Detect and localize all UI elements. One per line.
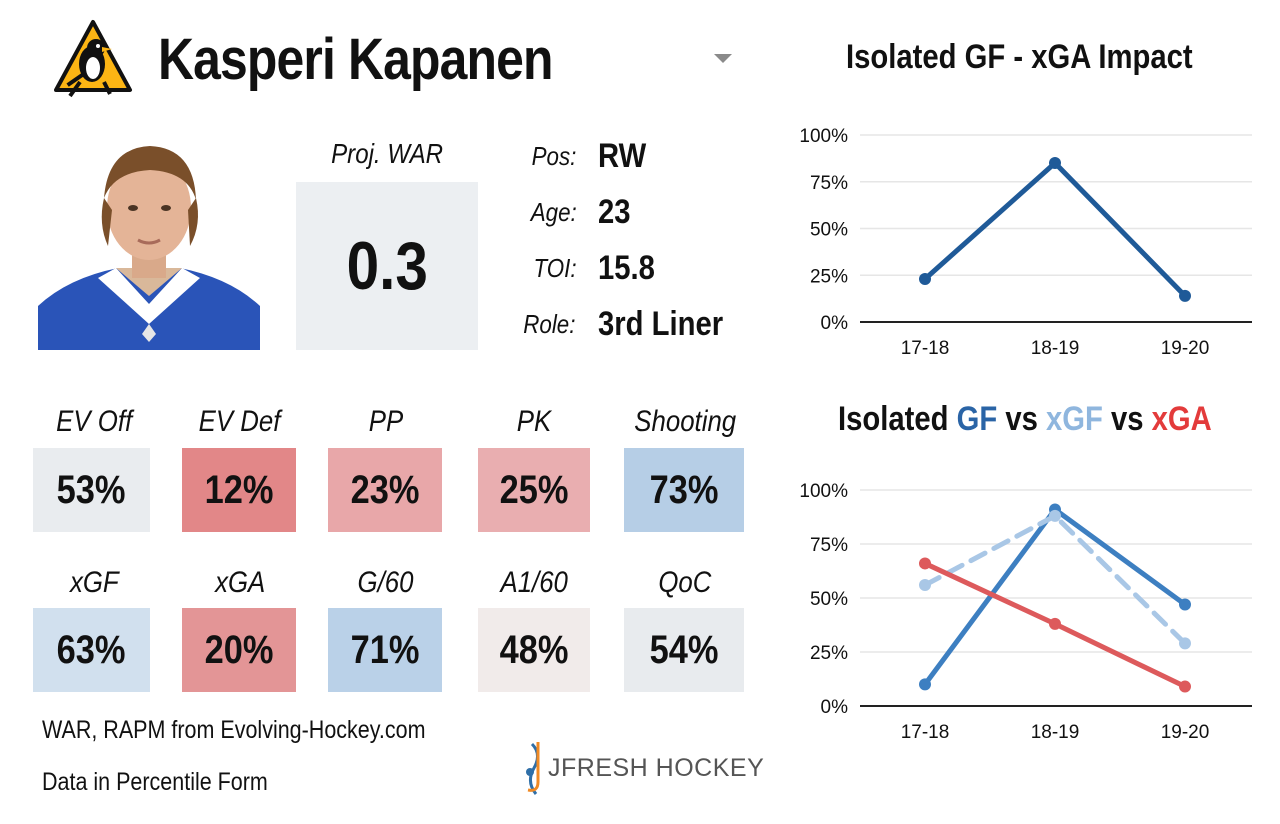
info-row-toi: TOI: 15.8 [500,248,760,288]
title-part: Isolated [838,400,957,438]
data-point [1179,637,1191,650]
x-tick-label: 19-20 [1161,722,1210,743]
metric-box-ev-def: 12% [182,448,296,532]
series-line-gf [922,506,1188,687]
metric-label-xgf: xGF [69,566,119,599]
info-row-position: Pos: RW [500,136,760,176]
jfresh-hockey-logo: JFRESH HOCKEY [518,738,764,798]
chart-title: Isolated GF vs xGF vs xGA [838,400,1273,439]
player-headshot [38,128,260,350]
metric-label-g60: G/60 [358,566,414,599]
metric-box-a160: 48% [478,608,590,692]
metric-value: 12% [204,467,274,512]
data-point [1049,157,1061,170]
metric-box-xgf: 63% [33,608,150,692]
percentile-note: Data in Percentile Form [42,768,268,796]
title-part: vs [1102,400,1152,438]
data-point [1049,509,1061,522]
metric-value: 53% [57,467,126,512]
y-tick-label: 100% [799,126,848,147]
metric-box-pp: 23% [328,448,442,532]
metric-label-ev-off: EV Off [55,405,132,438]
metric-label-a160: A1/60 [500,566,568,599]
data-point [1179,598,1191,611]
y-tick-label: 75% [810,535,848,556]
metric-value: 25% [499,467,569,512]
x-tick-label: 18-19 [1031,338,1080,359]
metric-box-ev-off: 53% [33,448,150,532]
info-row-age: Age: 23 [500,192,760,232]
data-point [919,272,931,285]
info-value: 15.8 [598,248,655,287]
metric-label-shooting: Shooting [634,405,736,438]
proj-war-label: Proj. WAR [331,138,443,169]
metric-value: 73% [649,467,719,512]
brand-name: JFRESH HOCKEY [548,754,764,782]
proj-war-box: 0.3 [296,182,478,350]
data-point [919,678,931,691]
metric-value: 63% [57,627,126,672]
y-tick-label: 100% [799,481,848,502]
info-row-role: Role: 3rd Liner [500,304,760,344]
metric-box-g60: 71% [328,608,442,692]
metric-box-pk: 25% [478,448,590,532]
info-value: RW [598,136,647,175]
data-point [1179,680,1191,693]
chart-title: Isolated GF - xGA Impact [846,38,1193,76]
x-tick-label: 19-20 [1161,338,1210,359]
info-label: TOI: [533,252,577,283]
title-part-gf: GF [956,400,998,438]
metric-label-qoc: QoC [658,566,712,599]
y-tick-label: 50% [810,220,848,241]
metric-label-pp: PP [368,405,404,438]
info-value: 23 [598,192,631,231]
penguins-logo-icon [52,18,134,100]
metric-box-xga: 20% [182,608,296,692]
metric-value: 20% [204,627,274,672]
info-label: Role: [523,308,576,339]
jfresh-hockey-logo-icon [526,742,540,795]
x-tick-label: 18-19 [1031,722,1080,743]
data-point [1049,617,1061,630]
source-note: WAR, RAPM from Evolving-Hockey.com [42,716,426,744]
metric-label-ev-def: EV Def [199,405,281,438]
metric-value: 54% [649,627,719,672]
y-tick-label: 25% [810,266,848,287]
data-point [1179,289,1191,302]
player-name: Kasperi Kapanen [158,27,553,92]
metric-value: 48% [499,627,569,672]
metric-box-shooting: 73% [624,448,744,532]
x-tick-label: 17-18 [901,722,950,743]
metric-value: 71% [350,627,420,672]
metric-value: 23% [350,467,420,512]
data-point [919,557,931,570]
y-tick-label: 0% [821,313,849,334]
metric-label-pk: PK [516,405,552,438]
y-tick-label: 0% [821,697,849,718]
gf-xga-impact-chart: 0% 25% 50% 75% 100% 17-18 18-19 19-20 [799,126,1252,359]
metric-label-xga: xGA [214,566,266,599]
x-tick-label: 17-18 [901,338,950,359]
info-label: Age: [530,196,577,227]
metric-box-qoc: 54% [624,608,744,692]
y-tick-label: 50% [810,589,848,610]
title-part: vs [997,400,1047,438]
info-label: Pos: [531,140,577,171]
info-value: 3rd Liner [598,304,724,343]
data-point [919,579,931,592]
chevron-down-icon[interactable] [714,54,732,63]
proj-war-value: 0.3 [346,228,428,304]
gf-xgf-xga-chart: 0% 25% 50% 75% 100% 17-18 18-19 19-20 [799,481,1252,743]
y-tick-label: 25% [810,643,848,664]
title-part-xgf: xGF [1046,400,1103,438]
y-tick-label: 75% [810,173,848,194]
title-part-xga: xGA [1151,400,1212,438]
